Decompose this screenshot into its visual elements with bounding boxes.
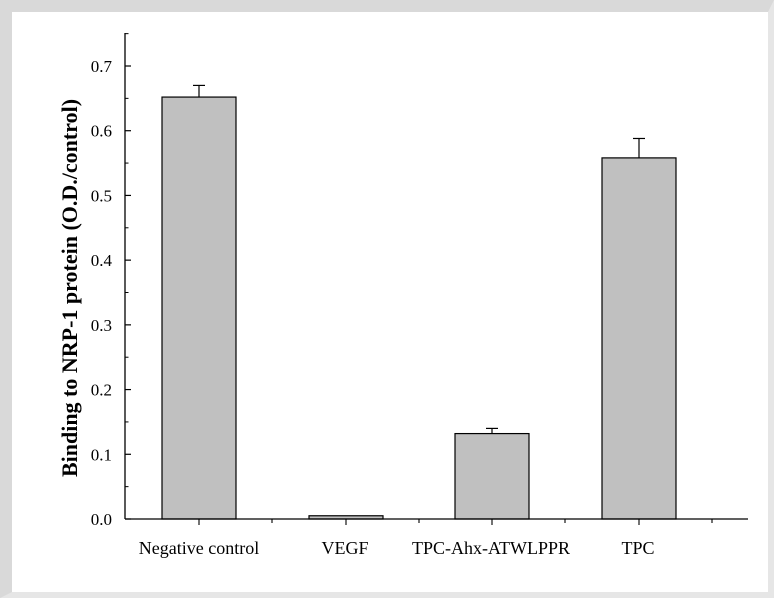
x-category-label: VEGF bbox=[321, 538, 368, 558]
y-tick-label: 0.7 bbox=[91, 57, 113, 76]
y-tick-label: 0.4 bbox=[91, 251, 113, 270]
bars-layer bbox=[161, 96, 677, 520]
y-tick-label: 0.3 bbox=[91, 316, 112, 335]
bar-negative-control bbox=[161, 96, 237, 520]
x-category-label: TPC-Ahx-ATWLPPR bbox=[412, 538, 570, 558]
y-axis-title: Binding to NRP-1 protein (O.D./control) bbox=[57, 99, 82, 477]
x-category-label: TPC bbox=[621, 538, 654, 558]
y-tick-label: 0.2 bbox=[91, 381, 112, 400]
axes-layer bbox=[124, 33, 748, 520]
error-bars-layer bbox=[193, 84, 645, 434]
y-tick-label: 0.0 bbox=[91, 510, 112, 529]
y-tick-label: 0.5 bbox=[91, 186, 112, 205]
x-ticks-layer: Negative control VEGF TPC-Ahx-ATWLPPR TPC bbox=[139, 519, 713, 558]
y-ticks-layer: 0.0 0.1 0.2 0.3 0.4 0.5 0.6 0.7 bbox=[91, 33, 131, 529]
y-tick-label: 0.1 bbox=[91, 445, 112, 464]
x-category-label: Negative control bbox=[139, 538, 259, 558]
bar-tpc bbox=[601, 157, 677, 520]
bar-tpc-ahx-atwlppr bbox=[454, 432, 530, 520]
y-tick-label: 0.6 bbox=[91, 122, 112, 141]
